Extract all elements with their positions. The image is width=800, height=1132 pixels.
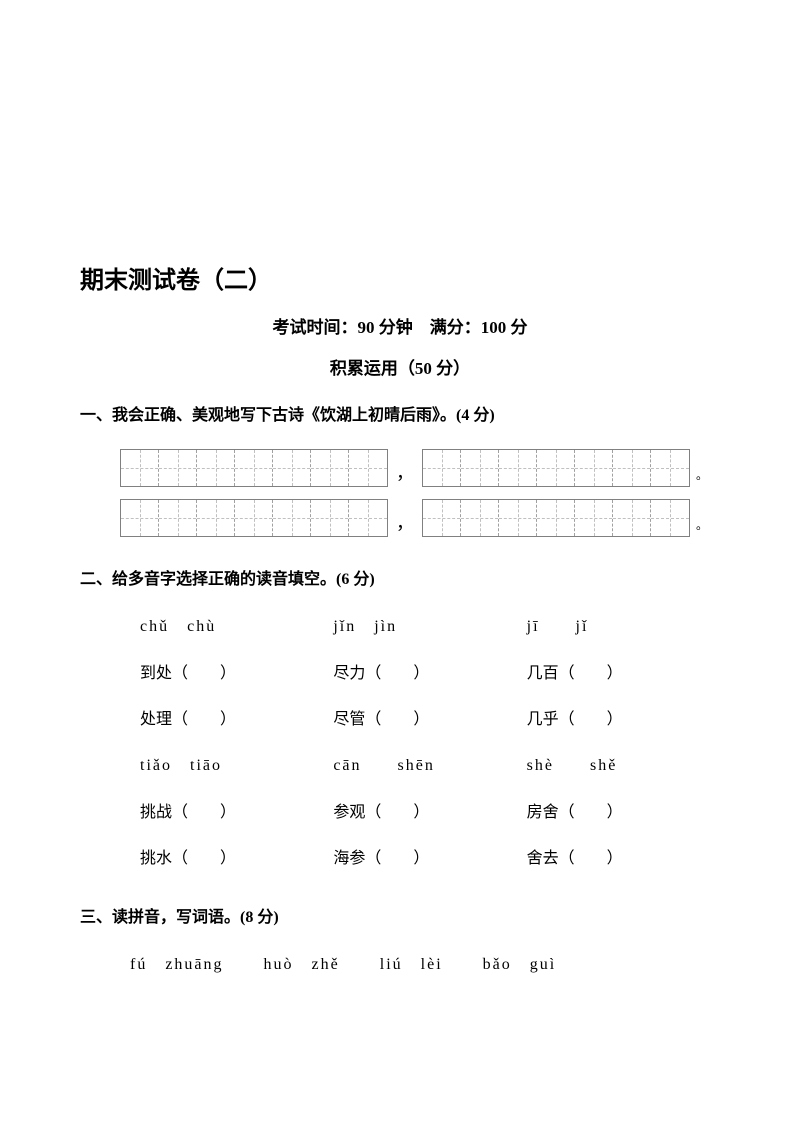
writing-grid-container: ， 。 ， <box>80 449 720 537</box>
grid-cell[interactable] <box>461 500 499 536</box>
grid-cell[interactable] <box>121 450 159 486</box>
pinyin-group: fú zhuāng <box>130 950 224 974</box>
word-item[interactable]: 房舍（ ） <box>527 798 720 828</box>
grid-cell[interactable] <box>575 450 613 486</box>
exam-info: 考试时间：90 分钟 满分：100 分 <box>80 313 720 338</box>
word-row: 处理（ ） 尽管（ ） 几乎（ ） <box>140 705 720 735</box>
grid-cell[interactable] <box>235 500 273 536</box>
word-item[interactable]: 尽力（ ） <box>333 659 526 689</box>
grid-cell[interactable] <box>197 500 235 536</box>
grid-cell[interactable] <box>273 450 311 486</box>
grid-box[interactable] <box>422 449 690 487</box>
word-row: 挑战（ ） 参观（ ） 房舍（ ） <box>140 798 720 828</box>
word-item[interactable]: 挑水（ ） <box>140 844 333 874</box>
word-item[interactable]: 几乎（ ） <box>527 705 720 735</box>
word-row: 到处（ ） 尽力（ ） 几百（ ） <box>140 659 720 689</box>
grid-cell[interactable] <box>499 500 537 536</box>
pinyin-heading: jǐn jìn <box>333 612 526 642</box>
q3-pinyin-row: fú zhuāng huò zhě liú lèi bǎo guì <box>80 950 720 974</box>
pinyin-section: chǔ chù jǐn jìn jī jǐ 到处（ ） 尽力（ ） 几百（ ） … <box>80 612 720 874</box>
grid-cell[interactable] <box>311 500 349 536</box>
grid-row-2: ， 。 <box>120 499 700 537</box>
test-title: 期末测试卷（二） <box>80 260 720 295</box>
grid-cell[interactable] <box>575 500 613 536</box>
grid-cell[interactable] <box>499 450 537 486</box>
word-item[interactable]: 尽管（ ） <box>333 705 526 735</box>
grid-cell[interactable] <box>159 450 197 486</box>
pinyin-heading: tiǎo tiāo <box>140 751 333 781</box>
grid-cell[interactable] <box>537 450 575 486</box>
grid-cell[interactable] <box>423 450 461 486</box>
word-row: 挑水（ ） 海参（ ） 舍去（ ） <box>140 844 720 874</box>
grid-cell[interactable] <box>349 500 387 536</box>
question-2-title: 二、给多音字选择正确的读音填空。(6 分) <box>80 567 720 593</box>
word-item[interactable]: 海参（ ） <box>333 844 526 874</box>
grid-box[interactable] <box>120 499 388 537</box>
word-item[interactable]: 舍去（ ） <box>527 844 720 874</box>
pinyin-group: bǎo guì <box>483 950 557 974</box>
pinyin-heading: shè shě <box>527 751 720 781</box>
grid-cell[interactable] <box>613 500 651 536</box>
pinyin-heading: cān shēn <box>333 751 526 781</box>
word-item[interactable]: 到处（ ） <box>140 659 333 689</box>
grid-cell[interactable] <box>423 500 461 536</box>
grid-cell[interactable] <box>273 500 311 536</box>
word-item[interactable]: 处理（ ） <box>140 705 333 735</box>
grid-cell[interactable] <box>651 500 689 536</box>
grid-cell[interactable] <box>121 500 159 536</box>
section-header: 积累运用（50 分） <box>80 354 720 379</box>
grid-box[interactable] <box>422 499 690 537</box>
word-item[interactable]: 几百（ ） <box>527 659 720 689</box>
period: 。 <box>690 466 708 483</box>
pinyin-heading: chǔ chù <box>140 612 333 642</box>
grid-cell[interactable] <box>461 450 499 486</box>
grid-cell[interactable] <box>235 450 273 486</box>
grid-cell[interactable] <box>159 500 197 536</box>
grid-cell[interactable] <box>537 500 575 536</box>
pinyin-heading-row-2: tiǎo tiāo cān shēn shè shě <box>140 751 720 781</box>
grid-box[interactable] <box>120 449 388 487</box>
comma: ， <box>388 459 422 485</box>
period: 。 <box>690 516 708 533</box>
grid-cell[interactable] <box>613 450 651 486</box>
comma: ， <box>388 509 422 535</box>
question-1-title: 一、我会正确、美观地写下古诗《饮湖上初晴后雨》。(4 分) <box>80 403 720 429</box>
grid-cell[interactable] <box>197 450 235 486</box>
word-item[interactable]: 挑战（ ） <box>140 798 333 828</box>
pinyin-heading: jī jǐ <box>527 612 720 642</box>
pinyin-group: liú lèi <box>380 950 443 974</box>
question-3-title: 三、读拼音，写词语。(8 分) <box>80 905 720 931</box>
grid-cell[interactable] <box>349 450 387 486</box>
pinyin-heading-row-1: chǔ chù jǐn jìn jī jǐ <box>140 612 720 642</box>
grid-row-1: ， 。 <box>120 449 700 487</box>
grid-cell[interactable] <box>311 450 349 486</box>
grid-cell[interactable] <box>651 450 689 486</box>
word-item[interactable]: 参观（ ） <box>333 798 526 828</box>
pinyin-group: huò zhě <box>264 950 340 974</box>
